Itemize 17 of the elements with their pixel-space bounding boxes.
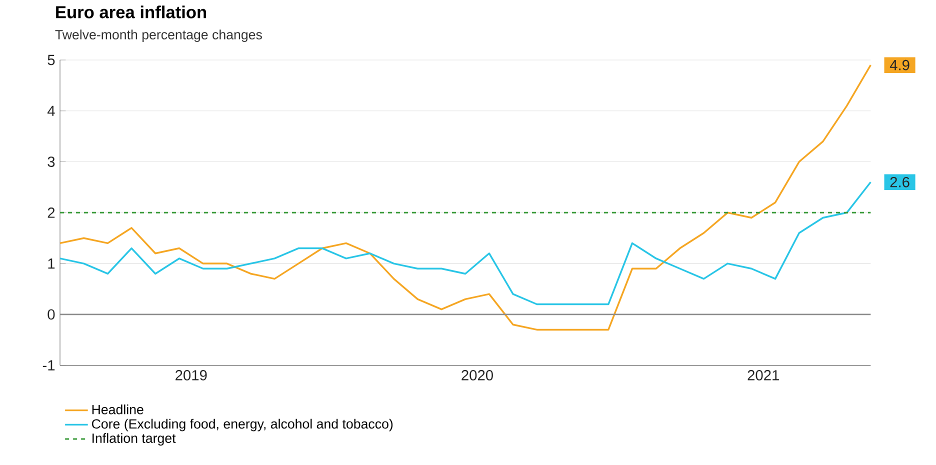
data-label: 2.6 — [890, 176, 910, 188]
legend-label: Inflation target — [92, 433, 176, 446]
y-tick-label: -1 — [42, 360, 55, 370]
data-label: 4.9 — [890, 60, 910, 70]
y-tick-label: 4 — [47, 106, 55, 116]
legend-label: Core (Excluding food, energy, alcohol and tobacco) — [92, 418, 393, 432]
x-tick-label: 2021 — [748, 370, 779, 380]
legend-label: Headline — [92, 404, 144, 414]
y-tick-label: 1 — [48, 258, 55, 268]
y-tick-label: 2 — [48, 207, 55, 218]
chart-title: Euro area inflation — [56, 5, 206, 18]
x-tick-label: 2019 — [176, 370, 207, 380]
chart-subtitle: Twelve-month percentage changes — [55, 29, 262, 42]
x-tick-label: 2020 — [462, 370, 493, 380]
y-tick-label: 5 — [48, 54, 55, 65]
y-tick-label: 0 — [48, 309, 55, 320]
y-tick-label: 3 — [48, 156, 55, 167]
